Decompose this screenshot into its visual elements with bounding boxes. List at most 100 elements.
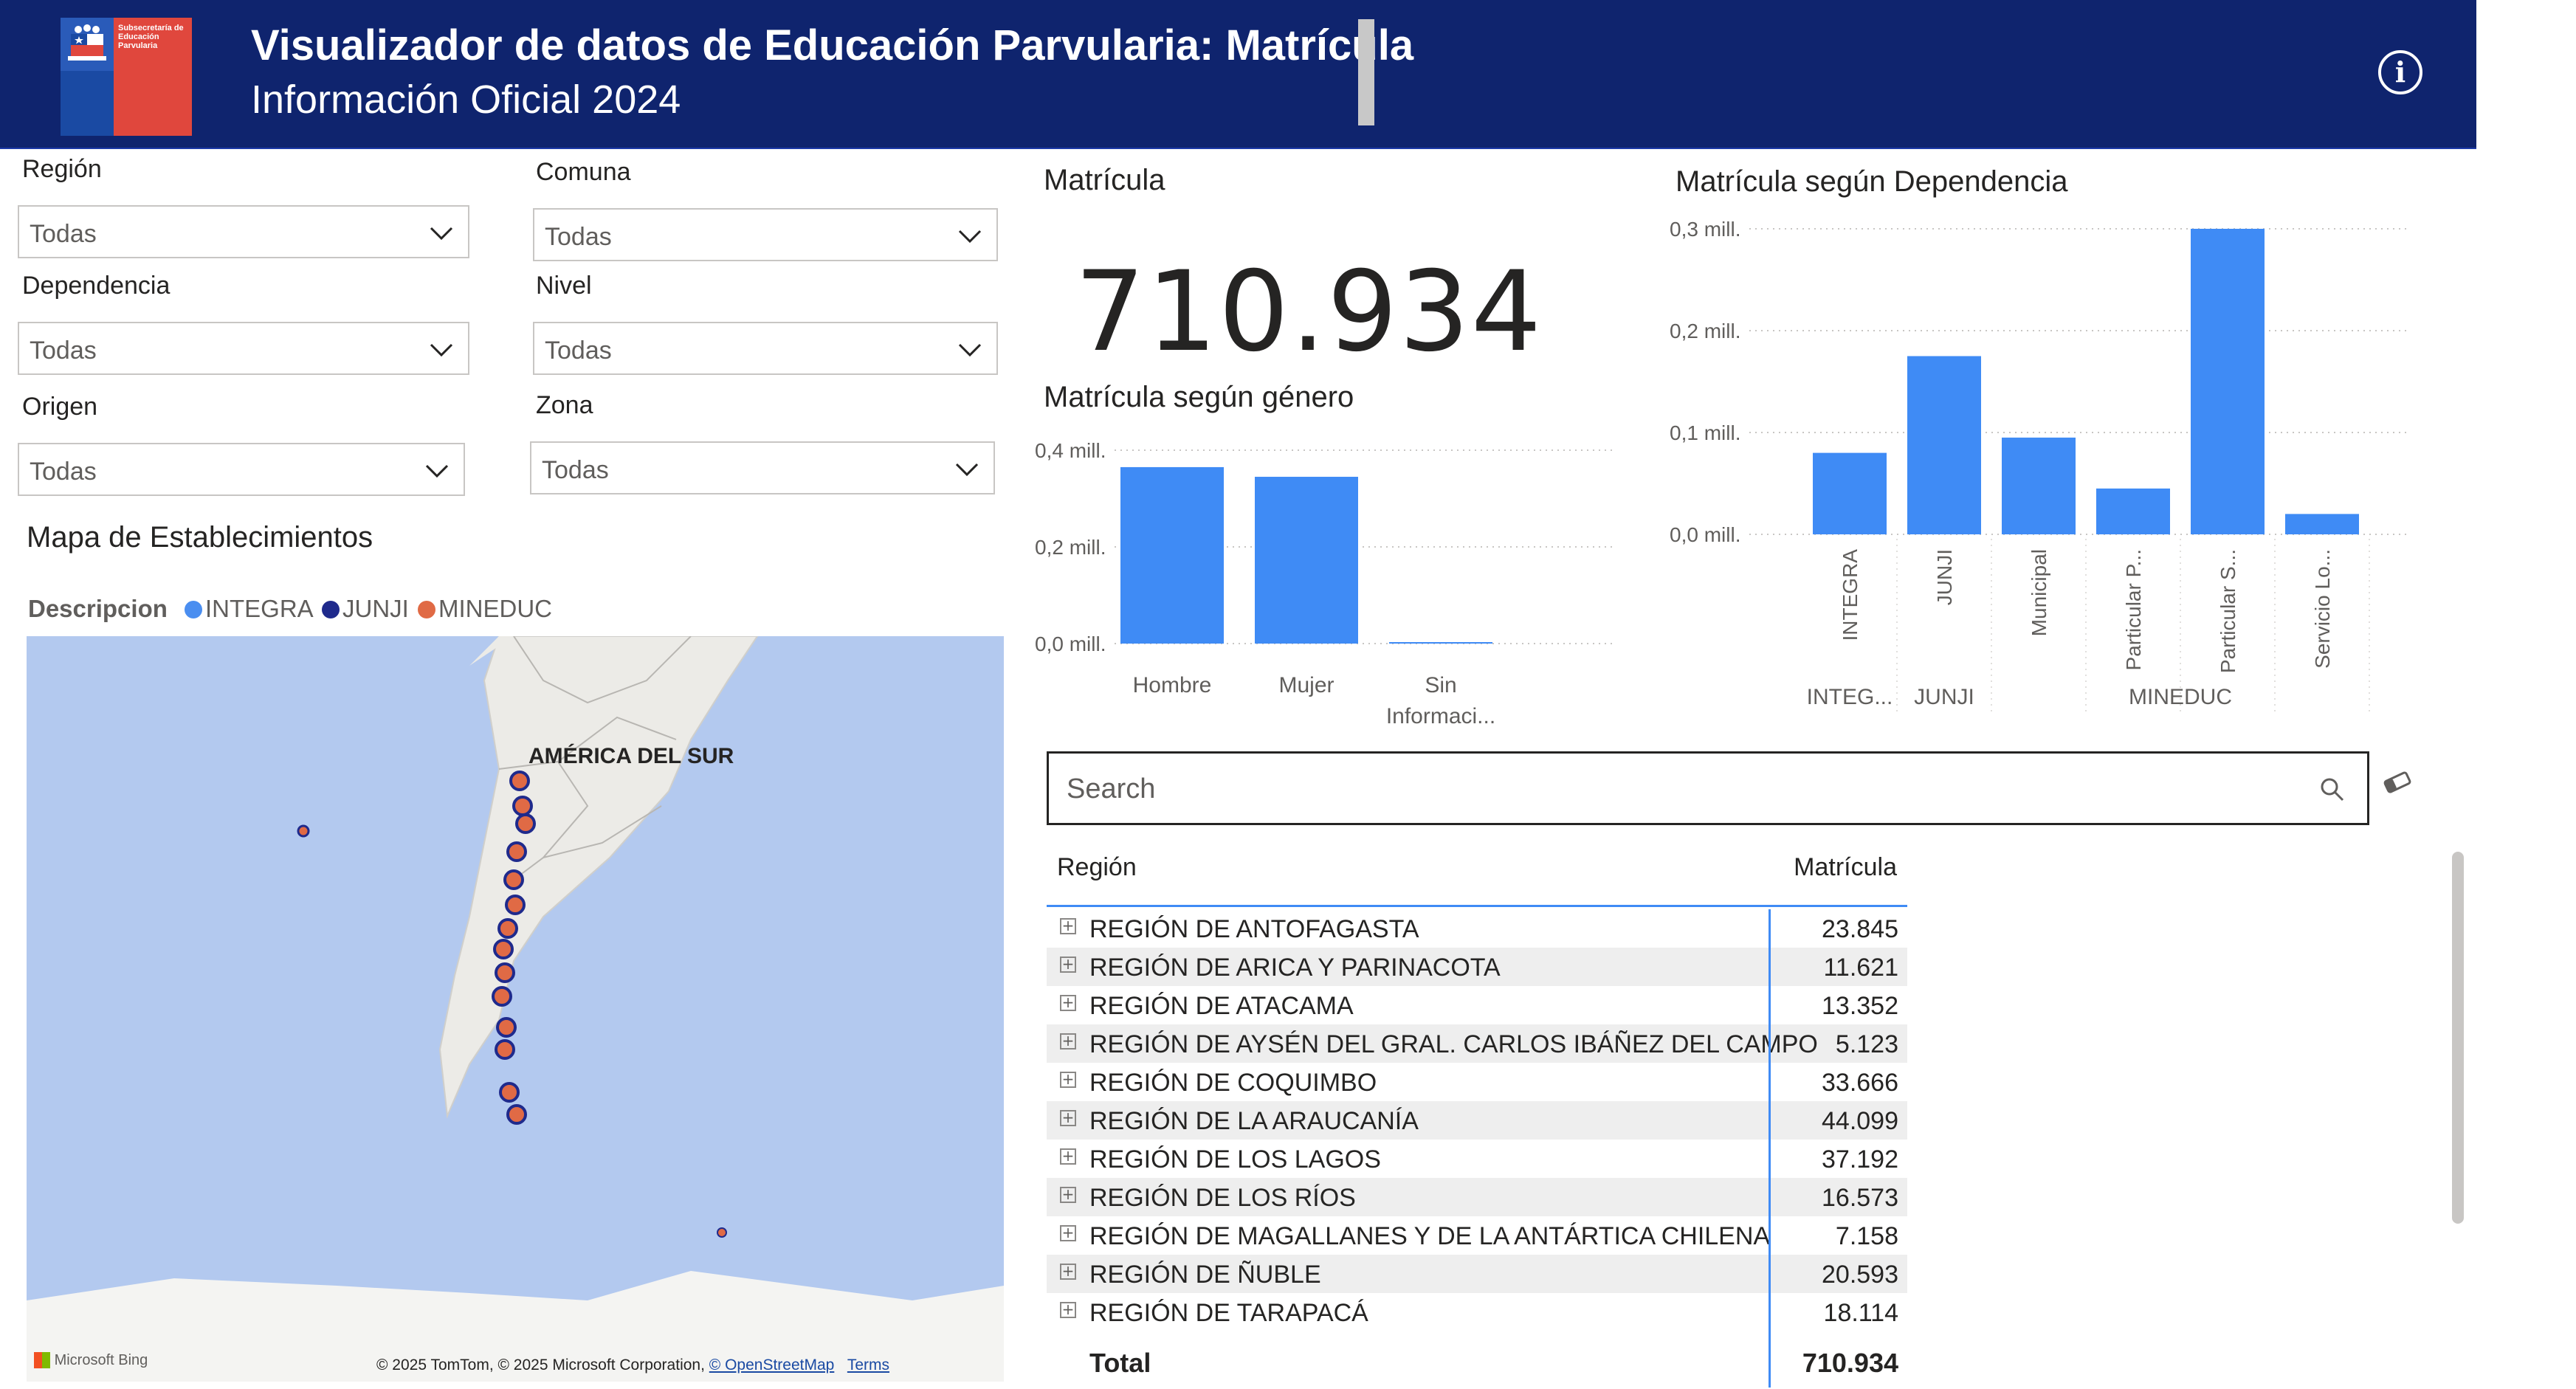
table-cell-region: REGIÓN DE TARAPACÁ bbox=[1089, 1299, 1368, 1327]
filter-dependencia-label: Dependencia bbox=[22, 272, 171, 300]
table-header-region[interactable]: Región bbox=[1057, 853, 1137, 881]
chile-crest-icon bbox=[68, 24, 106, 61]
expand-icon[interactable]: + bbox=[1060, 1033, 1076, 1049]
filter-origen-label: Origen bbox=[22, 393, 98, 421]
legend-item-junji[interactable]: JUNJI bbox=[322, 595, 409, 623]
gender-y-tick-label: 0,4 mill. bbox=[1035, 439, 1106, 462]
table-cell-matricula: 7.158 bbox=[1835, 1222, 1898, 1250]
table-row[interactable]: + REGIÓN DE LA ARAUCANÍA 44.099 bbox=[1047, 1101, 1907, 1140]
table-cell-matricula: 37.192 bbox=[1822, 1145, 1898, 1173]
table-scrollbar[interactable] bbox=[2452, 852, 2464, 1224]
dep-group-label: INTEG... bbox=[1807, 685, 1893, 709]
table-cell-region: REGIÓN DE MAGALLANES Y DE LA ANTÁRTICA C… bbox=[1089, 1222, 1771, 1250]
chevron-down-icon bbox=[955, 463, 979, 477]
info-icon[interactable]: i bbox=[2378, 50, 2422, 94]
table-row[interactable]: + REGIÓN DE ANTOFAGASTA 23.845 bbox=[1047, 909, 1907, 948]
dep-y-tick-label: 0,3 mill. bbox=[1670, 218, 1740, 241]
table-cell-matricula: 33.666 bbox=[1822, 1069, 1898, 1097]
search-icon[interactable] bbox=[2320, 777, 2345, 802]
table-header-underline bbox=[1047, 905, 1907, 907]
table-row[interactable]: + REGIÓN DE LOS RÍOS 16.573 bbox=[1047, 1178, 1907, 1216]
gender-y-tick-label: 0,2 mill. bbox=[1035, 536, 1106, 559]
map-marker bbox=[512, 796, 533, 816]
dep-bar bbox=[2096, 488, 2170, 534]
gender-bar bbox=[1255, 477, 1358, 644]
legend-dot-mineduc bbox=[418, 601, 435, 618]
expand-icon[interactable]: + bbox=[1060, 1187, 1076, 1203]
filter-nivel-value: Todas bbox=[545, 337, 612, 365]
table-row[interactable]: + REGIÓN DE ARICA Y PARINACOTA 11.621 bbox=[1047, 948, 1907, 986]
map-attribution: © 2025 TomTom, © 2025 Microsoft Corporat… bbox=[376, 1357, 890, 1374]
expand-icon[interactable]: + bbox=[1060, 918, 1076, 934]
search-input[interactable] bbox=[1067, 768, 2248, 810]
dep-y-tick-label: 0,2 mill. bbox=[1670, 320, 1740, 342]
expand-icon[interactable]: + bbox=[1060, 957, 1076, 973]
expand-icon[interactable]: + bbox=[1060, 1148, 1076, 1165]
filter-comuna-value: Todas bbox=[545, 223, 612, 251]
kpi-value: 710.934 bbox=[1075, 248, 1543, 376]
table-row[interactable]: + REGIÓN DE COQUIMBO 33.666 bbox=[1047, 1063, 1907, 1101]
map-marker bbox=[497, 918, 518, 939]
region-table: Región Matrícula + REGIÓN DE ANTOFAGASTA 2… bbox=[1047, 841, 1907, 1388]
dep-y-tick-label: 0,1 mill. bbox=[1670, 421, 1740, 444]
legend-label-integra: INTEGRA bbox=[205, 595, 314, 622]
chevron-down-icon bbox=[430, 227, 453, 241]
osm-link[interactable]: © OpenStreetMap bbox=[709, 1357, 835, 1374]
page-title: Visualizador de datos de Educación Parvu… bbox=[251, 21, 1414, 69]
table-cell-region: REGIÓN DE AYSÉN DEL GRAL. CARLOS IBÁÑEZ … bbox=[1089, 1030, 1818, 1058]
establishments-map[interactable]: AMÉRICA DEL SUR Microsoft Bing © 2025 To… bbox=[27, 636, 1004, 1382]
expand-icon[interactable]: + bbox=[1060, 995, 1076, 1011]
eraser-icon[interactable] bbox=[2381, 769, 2414, 796]
legend-label-mineduc: MINEDUC bbox=[438, 595, 552, 622]
table-header-matricula[interactable]: Matrícula bbox=[1794, 853, 1897, 881]
filter-origen-dropdown[interactable]: Todas bbox=[18, 443, 465, 496]
map-markers bbox=[297, 771, 727, 1238]
legend-label-junji: JUNJI bbox=[342, 595, 409, 622]
chevron-down-icon bbox=[958, 343, 982, 357]
total-value: 710.934 bbox=[1802, 1348, 1898, 1378]
search-box[interactable] bbox=[1047, 751, 2369, 825]
subsecretaria-logo: Subsecretaría de Educación Parvularia bbox=[61, 18, 192, 136]
map-marker bbox=[509, 771, 530, 791]
table-cell-matricula: 16.573 bbox=[1822, 1184, 1898, 1212]
expand-icon[interactable]: + bbox=[1060, 1302, 1076, 1318]
filter-region-dropdown[interactable]: Todas bbox=[18, 205, 469, 258]
table-row[interactable]: + REGIÓN DE MAGALLANES Y DE LA ANTÁRTICA … bbox=[1047, 1216, 1907, 1255]
dependencia-bar-chart: 0,0 mill. 0,1 mill. 0,2 mill. 0,3 mill. INTE… bbox=[1670, 218, 2406, 716]
table-row[interactable]: + REGIÓN DE LOS LAGOS 37.192 bbox=[1047, 1140, 1907, 1178]
filter-dependencia-dropdown[interactable]: Todas bbox=[18, 322, 469, 375]
table-row[interactable]: + REGIÓN DE AYSÉN DEL GRAL. CARLOS IBÁÑEZ… bbox=[1047, 1024, 1907, 1063]
map-marker bbox=[297, 824, 310, 838]
filter-origen-value: Todas bbox=[30, 458, 97, 486]
map-marker bbox=[499, 1082, 520, 1103]
table-cell-region: REGIÓN DE LOS LAGOS bbox=[1089, 1145, 1381, 1173]
map-marker bbox=[505, 895, 526, 915]
logo-text: Subsecretaría de Educación Parvularia bbox=[118, 24, 184, 50]
table-cell-region: REGIÓN DE COQUIMBO bbox=[1089, 1069, 1377, 1097]
filter-nivel-dropdown[interactable]: Todas bbox=[533, 322, 998, 375]
expand-icon[interactable]: + bbox=[1060, 1264, 1076, 1280]
filter-nivel-label: Nivel bbox=[536, 272, 592, 300]
legend-item-mineduc[interactable]: MINEDUC bbox=[418, 595, 552, 623]
terms-link[interactable]: Terms bbox=[847, 1357, 890, 1374]
expand-icon[interactable]: + bbox=[1060, 1225, 1076, 1241]
table-cell-matricula: 20.593 bbox=[1822, 1261, 1898, 1289]
expand-icon[interactable]: + bbox=[1060, 1110, 1076, 1126]
table-cell-matricula: 13.352 bbox=[1822, 992, 1898, 1020]
map-title: Mapa de Establecimientos bbox=[27, 521, 373, 554]
dep-bar bbox=[1813, 452, 1887, 534]
table-cell-region: REGIÓN DE LOS RÍOS bbox=[1089, 1184, 1356, 1212]
filter-comuna-dropdown[interactable]: Todas bbox=[533, 208, 998, 261]
table-body: + REGIÓN DE ANTOFAGASTA 23.845 + REGIÓN DE A… bbox=[1047, 909, 1907, 1346]
map-marker bbox=[503, 869, 524, 890]
filter-comuna-label: Comuna bbox=[536, 158, 631, 186]
legend-item-integra[interactable]: INTEGRA bbox=[185, 595, 314, 623]
table-cell-matricula: 44.099 bbox=[1822, 1107, 1898, 1135]
table-row[interactable]: + REGIÓN DE ATACAMA 13.352 bbox=[1047, 986, 1907, 1024]
table-row[interactable]: + REGIÓN DE ÑUBLE 20.593 bbox=[1047, 1255, 1907, 1293]
expand-icon[interactable]: + bbox=[1060, 1072, 1076, 1088]
table-cell-matricula: 18.114 bbox=[1823, 1299, 1898, 1327]
filter-zona-dropdown[interactable]: Todas bbox=[530, 441, 995, 494]
table-row[interactable]: + REGIÓN DE TARAPACÁ 18.114 bbox=[1047, 1293, 1907, 1331]
map-marker bbox=[515, 813, 536, 834]
